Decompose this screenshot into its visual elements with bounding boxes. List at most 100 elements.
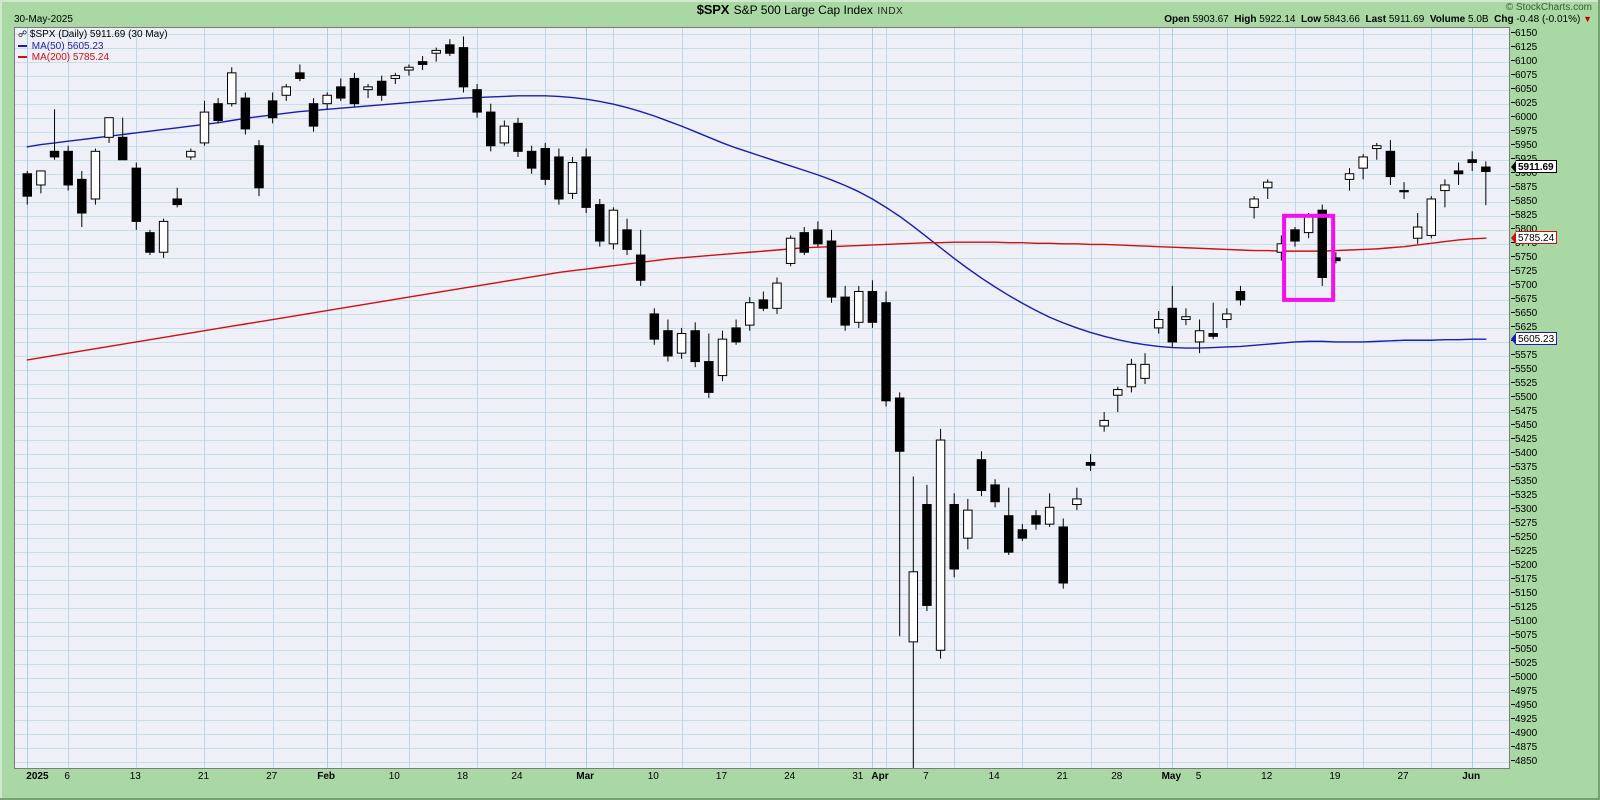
y-tick-label: 5950 <box>1511 140 1537 151</box>
x-tick-label: 19 <box>1329 771 1341 782</box>
y-tick-label: 5275 <box>1511 518 1537 529</box>
x-tick-label: 17 <box>715 771 728 782</box>
ticker-symbol: $SPX <box>696 2 730 17</box>
x-tick-label: 24 <box>784 771 796 782</box>
y-tick-label: 5025 <box>1511 658 1537 669</box>
frame-top-bevel <box>0 0 1600 2</box>
y-tick-label: 6075 <box>1511 70 1537 81</box>
y-tick-label: 5525 <box>1511 378 1537 389</box>
y-tick-label: 4925 <box>1511 714 1537 725</box>
legend-row-ma50: MA(50) 5605.23 <box>18 41 168 53</box>
ma200-color-swatch-icon <box>18 56 27 58</box>
quote-date: 30-May-2025 <box>14 14 73 25</box>
y-tick-label: 6000 <box>1511 112 1537 123</box>
y-tick-label: 6150 <box>1511 28 1537 39</box>
y-tick-label: 5200 <box>1511 560 1537 571</box>
ma50-price-flag: 5605.23 <box>1511 332 1558 345</box>
x-tick-label: May <box>1161 771 1182 782</box>
candlestick-layer <box>22 36 1491 768</box>
volume-value: 5.0B <box>1468 14 1489 25</box>
ma50-color-swatch-icon <box>18 44 27 47</box>
y-tick-label: 5150 <box>1511 588 1537 599</box>
y-tick-label: 5650 <box>1511 308 1537 319</box>
x-tick-label: 21 <box>197 771 210 782</box>
x-tick-label: 5 <box>1195 771 1202 782</box>
frame-bottom-bevel <box>0 798 1600 800</box>
high-label: High <box>1234 14 1257 25</box>
y-tick-label: 5625 <box>1511 322 1537 333</box>
y-tick-label: 5675 <box>1511 294 1537 305</box>
y-tick-label: 5550 <box>1511 364 1537 375</box>
y-tick-label: 5250 <box>1511 532 1537 543</box>
legend-ma50-text: MA(50) 5605.23 <box>31 40 104 52</box>
y-tick-label: 5500 <box>1511 392 1537 403</box>
date-axis: 2025 6 13 21 27 Feb 10 18 24 Mar 10 17 24 31 Apr 7 14 21 2… <box>0 771 1600 789</box>
high-value: 5922.14 <box>1259 14 1296 25</box>
y-tick-label: 6100 <box>1511 56 1537 67</box>
legend-price-text: $SPX (Daily) 5911.69 (30 May) <box>29 29 168 40</box>
x-tick-label: 28 <box>1111 771 1123 782</box>
exchange-code: INDX <box>877 6 904 17</box>
legend-row-ma200: MA(200) 5785.24 <box>18 52 168 64</box>
y-tick-label: 5825 <box>1511 210 1537 221</box>
frame-left-bevel <box>0 0 2 800</box>
x-tick-label: 10 <box>647 771 659 782</box>
y-tick-label: 5350 <box>1511 476 1537 487</box>
low-label: Low <box>1301 14 1322 25</box>
y-tick-label: 5575 <box>1511 350 1537 361</box>
last-value: 5911.69 <box>1388 14 1425 25</box>
y-tick-label: 5425 <box>1511 434 1537 445</box>
y-tick-label: 5925 <box>1511 154 1537 165</box>
x-tick-label: Feb <box>317 771 336 782</box>
grid-layer <box>15 28 1509 768</box>
x-tick-label: 2025 <box>26 771 49 782</box>
x-tick-label: 6 <box>64 771 70 782</box>
y-tick-label: 5475 <box>1511 406 1537 417</box>
y-tick-label: 5325 <box>1511 490 1537 501</box>
legend-ma200-text: MA(200) 5785.24 <box>31 52 110 63</box>
y-tick-label: 5225 <box>1511 546 1537 557</box>
last-price-flag: 5911.69 <box>1511 160 1557 174</box>
x-tick-label: 10 <box>388 771 400 782</box>
candlestick-icon: ☍ <box>18 29 28 39</box>
price-axis[interactable]: 6150 6125 6100 6075 6050 6025 6000 5975 5950 5925… <box>1511 27 1600 769</box>
x-tick-label: 27 <box>1397 771 1409 782</box>
y-tick-label: 4950 <box>1511 700 1537 711</box>
y-tick-label: 5100 <box>1511 616 1537 627</box>
y-tick-label: 5725 <box>1511 266 1537 277</box>
y-tick-label: 4975 <box>1511 686 1537 697</box>
x-tick-label: 14 <box>988 771 1000 782</box>
x-tick-label: 12 <box>1261 771 1273 782</box>
last-label: Last <box>1365 14 1387 25</box>
y-tick-label: 5800 <box>1511 224 1537 235</box>
y-tick-label: 5300 <box>1511 504 1537 515</box>
y-tick-label: 4900 <box>1511 728 1537 739</box>
legend-row-price: ☍ $SPX (Daily) 5911.69 (30 May) <box>18 29 168 41</box>
index-name: S&P 500 Large Cap Index <box>733 3 873 17</box>
y-tick-label: 5750 <box>1511 252 1537 263</box>
y-tick-label: 5975 <box>1511 126 1537 137</box>
y-tick-label: 4875 <box>1511 742 1537 753</box>
y-tick-label: 5850 <box>1511 196 1537 207</box>
x-tick-label: 21 <box>1056 771 1068 782</box>
x-tick-label: 13 <box>129 771 141 782</box>
x-tick-label: 27 <box>266 771 278 782</box>
x-tick-label: 24 <box>511 771 523 782</box>
open-label: Open <box>1164 14 1190 25</box>
x-tick-label: Jun <box>1462 771 1481 782</box>
chart-legend: ☍ $SPX (Daily) 5911.69 (30 May) MA(50) 5… <box>18 29 168 64</box>
x-tick-label: Apr <box>871 771 889 782</box>
x-tick-label: 7 <box>923 771 929 782</box>
triangle-down-icon: ▼ <box>1583 14 1592 24</box>
y-tick-label: 5050 <box>1511 644 1537 655</box>
y-tick-label: 5375 <box>1511 462 1537 473</box>
x-tick-label: Mar <box>576 771 595 782</box>
plot-area[interactable]: ☍ $SPX (Daily) 5911.69 (30 May) MA(50) 5… <box>14 27 1510 769</box>
x-tick-label: 31 <box>852 771 864 782</box>
y-tick-label: 5700 <box>1511 280 1537 291</box>
y-tick-label: 5175 <box>1511 574 1537 585</box>
y-tick-label: 5450 <box>1511 420 1537 431</box>
y-tick-label: 6050 <box>1511 84 1537 95</box>
y-tick-label: 5400 <box>1511 448 1537 459</box>
